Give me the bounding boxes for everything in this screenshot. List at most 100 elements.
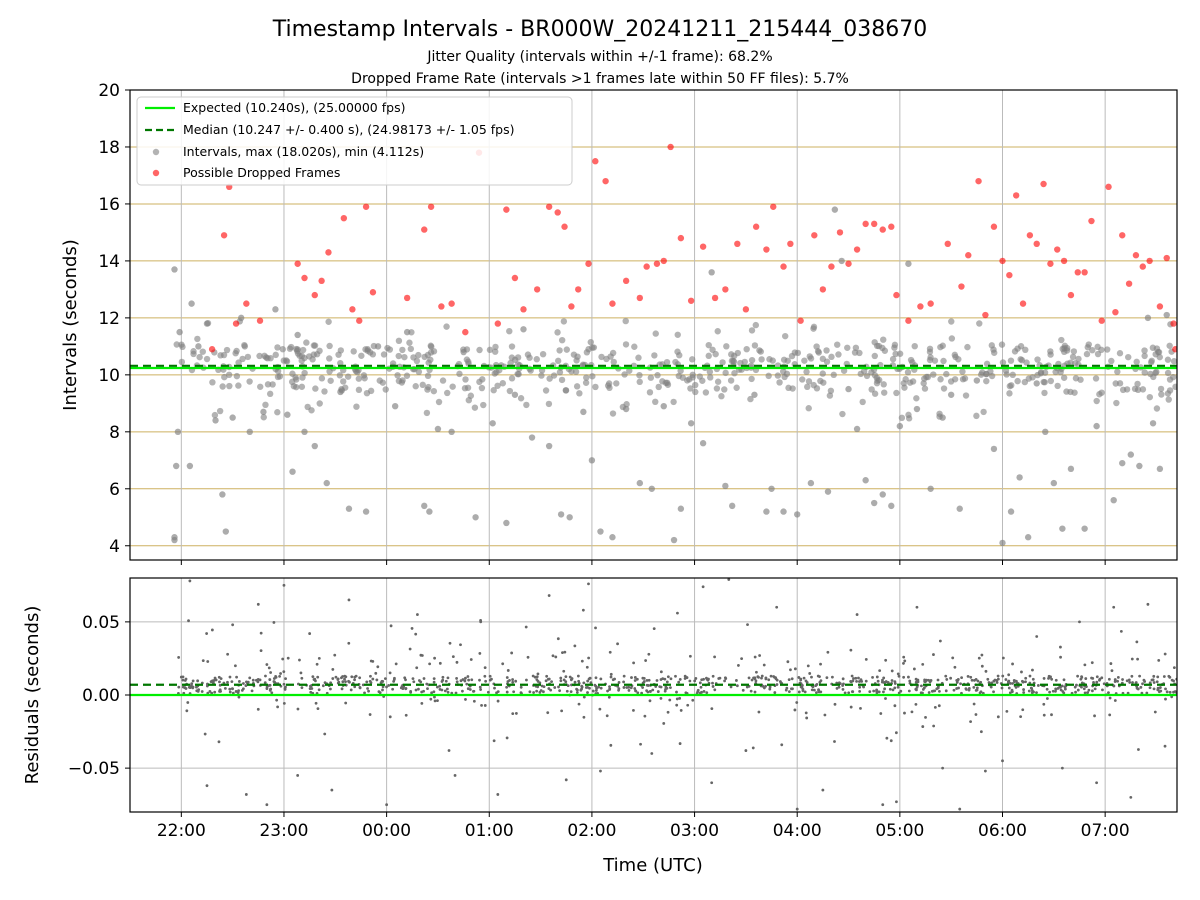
residual-point xyxy=(1139,685,1143,689)
residual-point xyxy=(886,681,890,684)
interval-point xyxy=(722,482,729,490)
interval-point xyxy=(340,378,347,385)
residual-point xyxy=(872,689,876,693)
intervals-plot-frame xyxy=(129,89,1178,561)
interval-point xyxy=(679,374,687,381)
residual-point xyxy=(556,637,560,641)
residual-point xyxy=(409,690,413,693)
residual-point xyxy=(897,674,901,678)
interval-point xyxy=(289,468,296,475)
dropped-frame-point xyxy=(1033,240,1040,248)
interval-point xyxy=(892,350,899,358)
residual-point xyxy=(919,691,923,695)
residual-point xyxy=(1020,679,1024,683)
interval-point xyxy=(226,382,233,390)
residual-point xyxy=(643,714,647,718)
dropped-frame-point xyxy=(797,317,804,324)
residual-point xyxy=(480,704,483,707)
interval-point xyxy=(394,372,401,379)
residual-point xyxy=(177,685,181,689)
residual-point xyxy=(908,679,912,683)
residual-point xyxy=(206,691,210,695)
interval-point xyxy=(266,390,274,398)
residual-point xyxy=(189,683,193,687)
interval-point xyxy=(303,339,310,346)
interval-point xyxy=(566,514,573,521)
interval-point xyxy=(465,358,472,365)
interval-point xyxy=(871,352,878,360)
interval-point xyxy=(293,383,300,391)
residual-point xyxy=(1112,684,1116,688)
interval-point xyxy=(907,356,915,364)
interval-point xyxy=(743,345,750,353)
interval-point xyxy=(323,479,330,487)
residual-point xyxy=(564,778,568,782)
interval-point xyxy=(174,428,182,436)
residual-point xyxy=(282,701,286,705)
residual-point xyxy=(907,675,910,679)
dropped-frame-point xyxy=(888,223,895,230)
residual-point xyxy=(1011,662,1014,666)
residual-point xyxy=(450,691,454,695)
residual-point xyxy=(308,632,312,635)
interval-point xyxy=(419,381,426,389)
interval-point xyxy=(1149,420,1157,427)
residual-point xyxy=(970,678,974,682)
residual-point xyxy=(558,689,562,693)
y-tick-label: 18 xyxy=(98,138,120,158)
residual-point xyxy=(311,675,315,679)
residual-point xyxy=(545,674,549,678)
interval-point xyxy=(613,380,620,387)
residual-point xyxy=(996,674,1000,678)
residual-point xyxy=(875,675,879,679)
interval-point xyxy=(622,405,630,413)
residual-point xyxy=(344,675,348,679)
interval-point xyxy=(826,392,834,399)
interval-point xyxy=(1134,380,1141,388)
interval-point xyxy=(905,411,912,419)
interval-point xyxy=(335,351,342,358)
residual-point xyxy=(876,679,880,683)
residual-point xyxy=(741,688,745,692)
residual-point xyxy=(912,667,916,671)
interval-point xyxy=(730,358,738,365)
residual-point xyxy=(907,689,911,693)
residual-point xyxy=(369,674,372,678)
residual-point xyxy=(814,684,818,687)
residual-point xyxy=(501,662,505,666)
interval-point xyxy=(748,327,756,334)
residual-point xyxy=(433,699,437,703)
residual-point xyxy=(237,689,240,693)
residual-point xyxy=(769,674,773,678)
residual-point xyxy=(256,602,260,606)
interval-point xyxy=(664,379,671,387)
residual-point xyxy=(569,690,573,693)
interval-point xyxy=(623,401,630,408)
interval-point xyxy=(539,350,547,358)
residual-point xyxy=(336,677,340,681)
interval-point xyxy=(298,357,305,364)
interval-point xyxy=(1024,534,1032,541)
residual-point xyxy=(821,788,825,792)
residual-point xyxy=(448,641,452,645)
interval-point xyxy=(863,372,871,380)
dropped-frame-point xyxy=(780,263,787,270)
residual-point xyxy=(265,663,269,666)
residual-point xyxy=(587,582,590,586)
chart-title: Timestamp Intervals - BR000W_20241211_21… xyxy=(272,17,928,42)
residual-point xyxy=(705,676,708,680)
residual-point xyxy=(1011,682,1014,685)
residual-point xyxy=(1155,680,1159,684)
residual-point xyxy=(864,679,868,683)
interval-point xyxy=(229,414,236,421)
residual-point xyxy=(841,687,845,691)
interval-point xyxy=(511,391,519,398)
y-tick-label: 8 xyxy=(109,423,120,443)
residuals-y-axis-label: Residuals (seconds) xyxy=(22,606,43,785)
interval-point xyxy=(597,528,604,535)
residual-point xyxy=(349,688,353,692)
residual-point xyxy=(665,680,669,684)
residual-point xyxy=(331,677,335,680)
interval-point xyxy=(988,342,996,349)
residual-point xyxy=(666,675,670,679)
